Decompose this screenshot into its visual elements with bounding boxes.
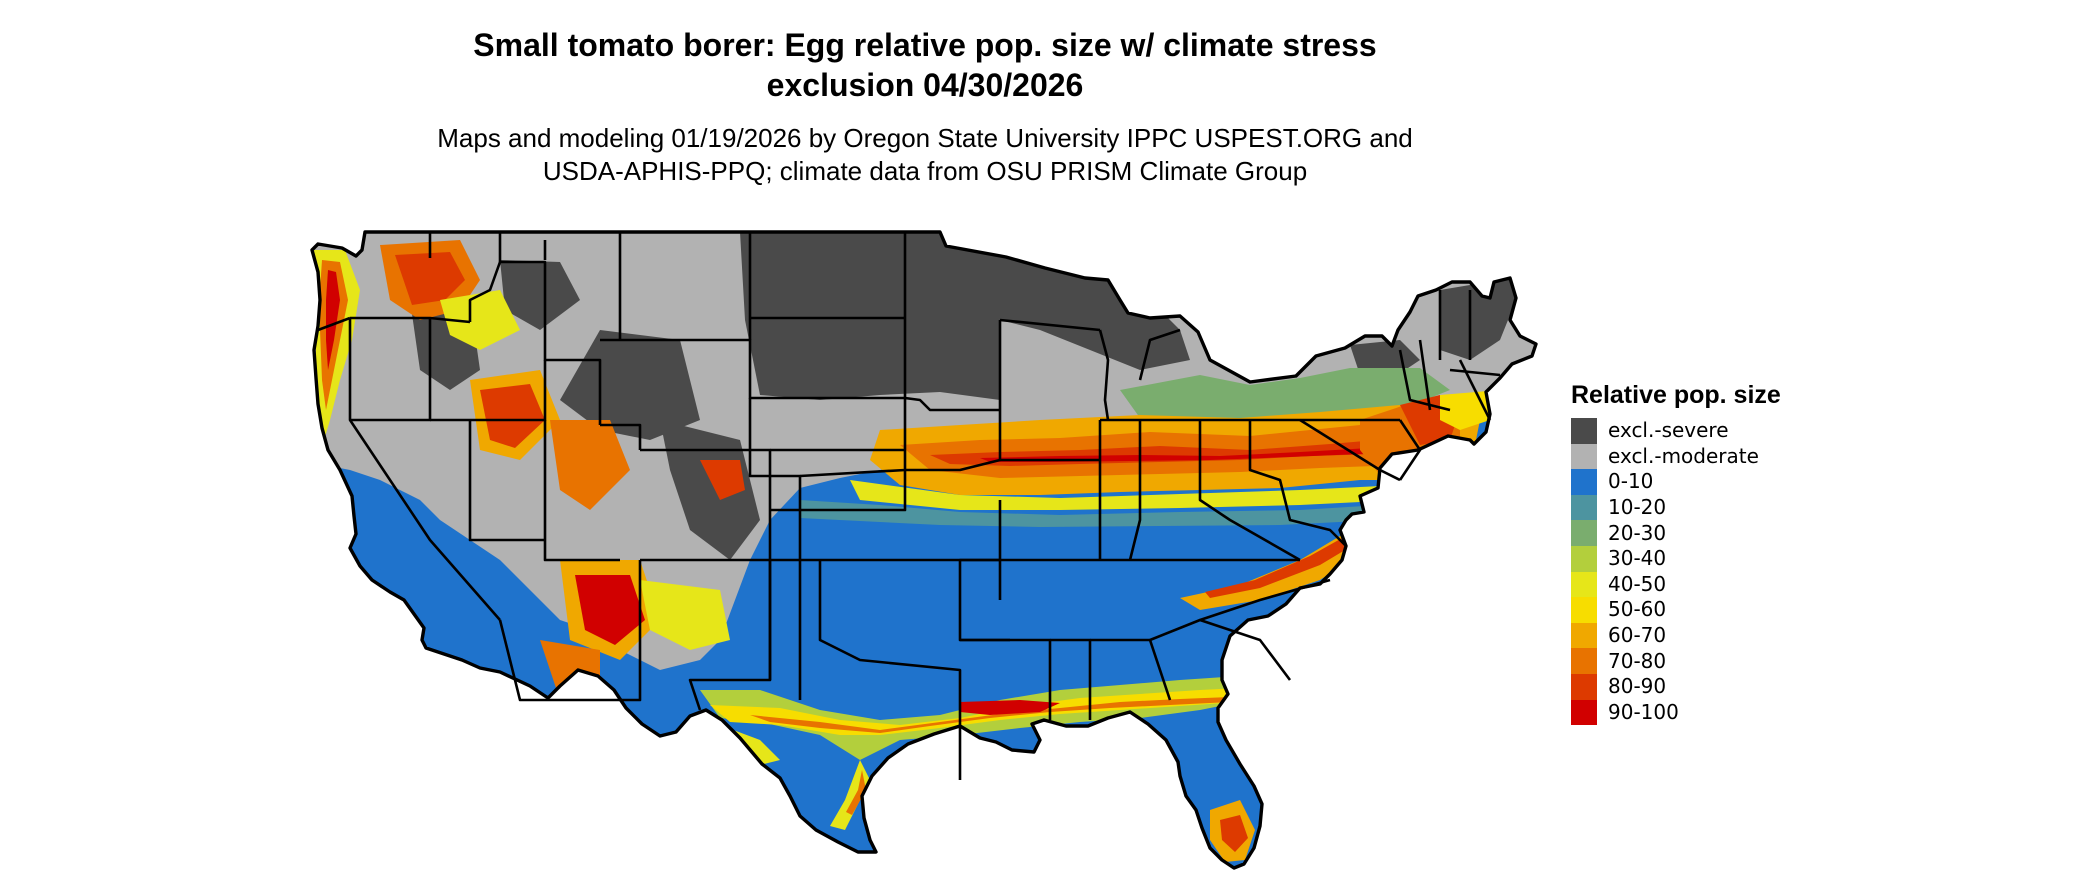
- legend-row: 50-60: [1571, 597, 1781, 623]
- legend-swatch: [1571, 545, 1597, 572]
- legend-label: 90-100: [1608, 699, 1679, 724]
- legend-swatch: [1571, 597, 1597, 623]
- map-subtitle-line-1: Maps and modeling 01/19/2026 by Oregon S…: [437, 123, 1413, 153]
- legend-label: 20-30: [1608, 520, 1667, 545]
- legend-label: 10-20: [1608, 495, 1667, 520]
- legend-label: excl.-severe: [1608, 418, 1729, 443]
- legend-row: 20-30: [1571, 520, 1781, 546]
- legend-label: 40-50: [1608, 571, 1667, 596]
- legend-swatch: [1571, 571, 1597, 598]
- legend-label: 60-70: [1608, 623, 1667, 648]
- legend-row: 30-40: [1571, 545, 1781, 572]
- legend-label: 50-60: [1608, 597, 1667, 622]
- legend-label: 70-80: [1608, 648, 1667, 673]
- legend-swatch: [1571, 648, 1597, 674]
- legend-title: Relative pop. size: [1571, 381, 1781, 409]
- legend-label: 0-10: [1608, 469, 1654, 494]
- legend-row: 80-90: [1571, 673, 1781, 700]
- legend-row: 0-10: [1571, 469, 1781, 495]
- legend-row: 70-80: [1571, 648, 1781, 674]
- legend-swatch: [1571, 418, 1597, 444]
- legend-row: 60-70: [1571, 622, 1781, 649]
- legend-swatch: [1571, 622, 1597, 649]
- legend: Relative pop. size excl.-severe excl.-mod…: [1571, 380, 1781, 726]
- legend-row: 40-50: [1571, 571, 1781, 598]
- legend-label: 30-40: [1608, 546, 1667, 571]
- legend-row: excl.-severe: [1571, 418, 1781, 444]
- legend-label: 80-90: [1608, 674, 1667, 699]
- map-title-line-1: Small tomato borer: Egg relative pop. si…: [473, 27, 1377, 63]
- legend-swatch: [1571, 699, 1597, 726]
- map-subtitle-line-2: USDA-APHIS-PPQ; climate data from OSU PR…: [542, 156, 1308, 186]
- legend-items: excl.-severe excl.-moderate 0-10 10-20 20-30…: [1571, 418, 1781, 726]
- legend-swatch: [1571, 673, 1597, 700]
- legend-swatch: [1571, 443, 1597, 470]
- legend-label: excl.-moderate: [1608, 443, 1759, 468]
- map-title-line-2: exclusion 04/30/2026: [766, 67, 1084, 103]
- legend-swatch: [1571, 494, 1597, 521]
- legend-row: excl.-moderate: [1571, 443, 1781, 470]
- legend-row: 90-100: [1571, 699, 1781, 726]
- legend-row: 10-20: [1571, 494, 1781, 521]
- legend-swatch: [1571, 469, 1597, 495]
- legend-swatch: [1571, 520, 1597, 546]
